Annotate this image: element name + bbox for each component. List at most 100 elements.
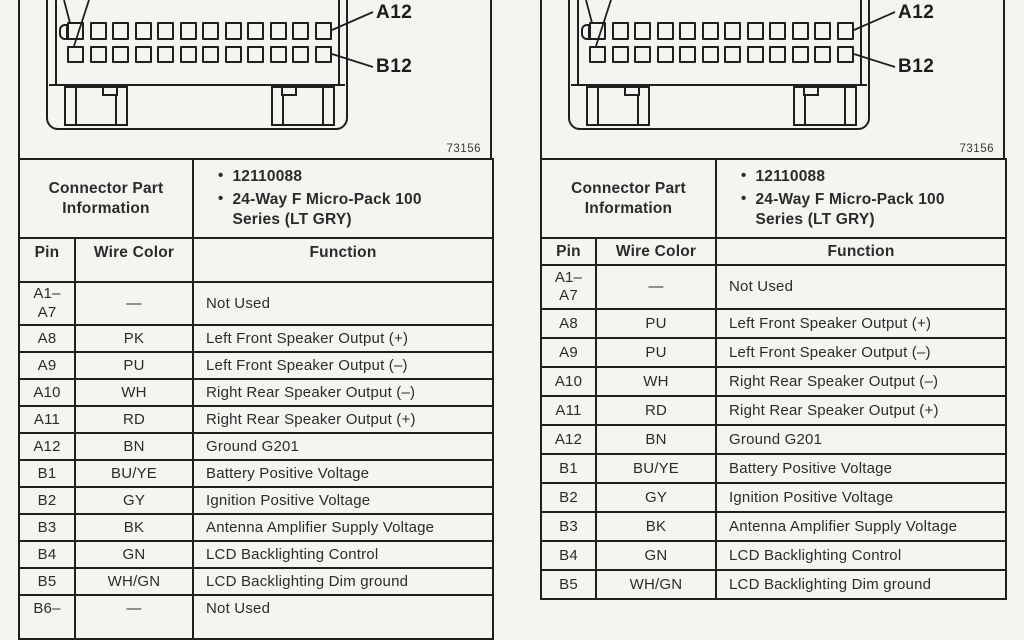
pin-square — [157, 22, 174, 40]
function-cell: Right Rear Speaker Output (+) — [715, 395, 1007, 427]
pin-square — [701, 46, 719, 63]
part-number-bullet: • 12110088 — [741, 167, 826, 185]
wire-color-cell: GN — [595, 540, 717, 572]
mounting-tab-left — [586, 85, 650, 126]
wire-color-cell: RD — [74, 405, 194, 435]
function-cell: Left Front Speaker Output (+) — [715, 308, 1007, 340]
pin-square — [679, 46, 696, 63]
pin-cell: A1– A7 — [540, 264, 597, 311]
connector-drawing: A12 B12 73156 — [540, 0, 1005, 158]
pin-square — [179, 22, 197, 40]
table-row: B4 GN LCD Backlighting Control — [540, 540, 1007, 572]
wire-color-cell: WH — [74, 378, 194, 408]
table-row: A8 PU Left Front Speaker Output (+) — [540, 308, 1007, 340]
table-row: A8 PK Left Front Speaker Output (+) — [18, 324, 494, 354]
wire-color-cell: PU — [595, 308, 717, 340]
table-row: B2 GY Ignition Positive Voltage — [18, 486, 494, 516]
pin-cell: A10 — [540, 366, 597, 398]
pin-square — [314, 22, 332, 40]
function-cell: Ground G201 — [715, 424, 1007, 456]
pin-square — [724, 22, 741, 40]
connector-inner-wall-left — [55, 0, 57, 84]
pin-square — [202, 22, 219, 40]
pin-square — [611, 46, 629, 63]
pin-cell: A1– A7 — [18, 281, 76, 327]
table-row: A9 PU Left Front Speaker Output (–) — [540, 337, 1007, 369]
wire-color-cell: GY — [595, 482, 717, 514]
pin-square — [589, 22, 606, 40]
function-cell: LCD Backlighting Control — [192, 540, 494, 570]
bullet-icon: • — [741, 190, 747, 208]
mounting-tab-right — [793, 85, 857, 126]
wire-color-cell: BK — [595, 511, 717, 543]
part-info-bullets: • 12110088 • 24-Way F Micro-Pack 100 Ser… — [192, 157, 494, 240]
function-cell: LCD Backlighting Control — [715, 540, 1007, 572]
function-cell: Ignition Positive Voltage — [715, 482, 1007, 514]
function-cell: LCD Backlighting Dim ground — [192, 567, 494, 597]
pinout-table: Connector Part Information • 12110088 • … — [540, 157, 1007, 601]
pin-cell: B6– — [18, 594, 76, 640]
pin-square — [134, 46, 152, 63]
wire-color-cell: RD — [595, 395, 717, 427]
pin-square — [314, 46, 332, 63]
part-info-title: Connector Part Information — [18, 157, 194, 240]
pin-square — [679, 22, 696, 40]
figure-number: 73156 — [959, 143, 994, 155]
col-header-pin: Pin — [540, 237, 597, 267]
pin-square — [247, 22, 264, 40]
pin-square — [67, 22, 84, 40]
pin-square — [701, 22, 719, 40]
pin-square — [157, 46, 174, 63]
table-row: B5 WH/GN LCD Backlighting Dim ground — [540, 569, 1007, 601]
pin-square — [769, 46, 786, 63]
wire-color-cell: BN — [74, 432, 194, 462]
wire-color-cell: WH — [595, 366, 717, 398]
wire-color-cell: PU — [595, 337, 717, 369]
pin-square — [269, 22, 287, 40]
pin-square — [746, 46, 764, 63]
function-cell: Right Rear Speaker Output (–) — [715, 366, 1007, 398]
pin-square — [814, 22, 831, 40]
table-row: A1– A7— Not Used — [18, 281, 494, 327]
table-row: B3 BK Antenna Amplifier Supply Voltage — [540, 511, 1007, 543]
connector-type-bullet: • 24-Way F Micro-Pack 100 Series (LT GRY… — [218, 190, 422, 229]
table-row: A12 BN Ground G201 — [540, 424, 1007, 456]
function-cell: Antenna Amplifier Supply Voltage — [192, 513, 494, 543]
pin-square — [634, 46, 651, 63]
pin-row-b — [589, 46, 854, 63]
table-row: A10 WH Right Rear Speaker Output (–) — [18, 378, 494, 408]
col-header-wire-color: Wire Color — [74, 237, 194, 284]
connector-type-bullet: • 24-Way F Micro-Pack 100 Series (LT GRY… — [741, 190, 945, 229]
pin-square — [746, 22, 764, 40]
pin-row-a — [67, 22, 332, 40]
pin-cell: B2 — [18, 486, 76, 516]
table-row: B3 BK Antenna Amplifier Supply Voltage — [18, 513, 494, 543]
function-cell: Right Rear Speaker Output (–) — [192, 378, 494, 408]
wire-color-cell: WH/GN — [74, 567, 194, 597]
wire-color-cell: PU — [74, 351, 194, 381]
wire-color-cell: PK — [74, 324, 194, 354]
pin-cell: B3 — [18, 513, 76, 543]
pin-square — [634, 22, 651, 40]
pin-square — [589, 46, 606, 63]
pin-square — [112, 46, 129, 63]
pin-square — [656, 46, 674, 63]
pin-square — [292, 22, 309, 40]
table-row: A12 BN Ground G201 — [18, 432, 494, 462]
pin-cell: A11 — [18, 405, 76, 435]
mounting-tab-right — [271, 85, 335, 126]
pin-cell: B2 — [540, 482, 597, 514]
table-row: B4 GN LCD Backlighting Control — [18, 540, 494, 570]
pinout-table: Connector Part Information • 12110088 • … — [18, 157, 494, 640]
pin-square — [224, 22, 242, 40]
pin-square — [247, 46, 264, 63]
pin-cell: B5 — [540, 569, 597, 601]
function-cell: Left Front Speaker Output (–) — [192, 351, 494, 381]
pin-cell: A12 — [540, 424, 597, 456]
part-info-bullets: • 12110088 • 24-Way F Micro-Pack 100 Ser… — [715, 157, 1007, 240]
pin-cell: B4 — [18, 540, 76, 570]
pin-square — [112, 22, 129, 40]
pin-cell: B1 — [18, 459, 76, 489]
pin-square — [179, 46, 197, 63]
bullet-icon: • — [218, 167, 224, 184]
